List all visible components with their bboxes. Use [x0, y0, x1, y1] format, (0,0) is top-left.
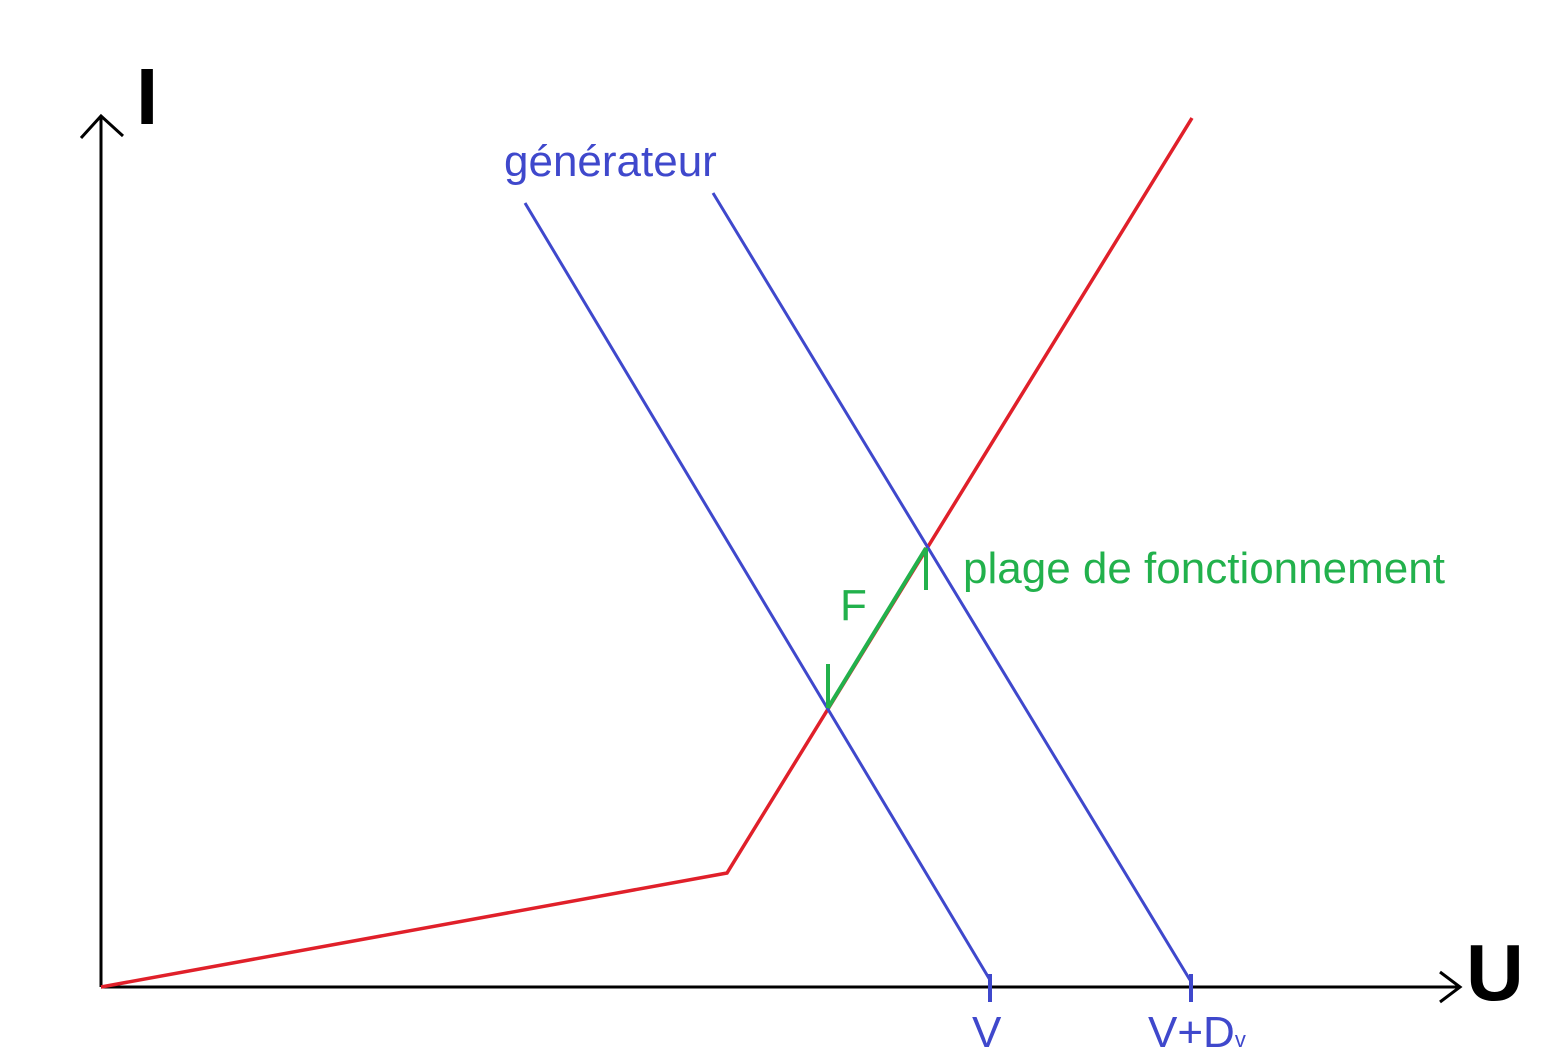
y-axis-label: I — [136, 52, 158, 141]
tick-label-subscript-v: v — [1235, 1027, 1246, 1052]
operating-range-segment — [826, 546, 928, 710]
y-axis-arrowhead — [79, 113, 125, 140]
generator-label: générateur — [504, 137, 717, 186]
operating-range-label: plage de fonctionnement — [963, 544, 1445, 593]
characteristic-curve — [100, 117, 1194, 989]
operating-point-label: F — [840, 581, 867, 630]
operating-range — [826, 546, 928, 710]
axes: I U — [79, 52, 1524, 1017]
tick-label-v-plus-dv: V+Dv — [1148, 1008, 1246, 1057]
generator-line-v-plus-dv — [711, 192, 1192, 981]
generator-line-v — [523, 202, 992, 981]
tick-label-v: V — [972, 1008, 1002, 1057]
x-axis-label: U — [1466, 928, 1524, 1017]
tick-label-v-plus-d: V+D — [1148, 1008, 1235, 1057]
generator-lines — [523, 192, 1193, 1002]
x-axis-arrowhead — [1439, 970, 1463, 1004]
